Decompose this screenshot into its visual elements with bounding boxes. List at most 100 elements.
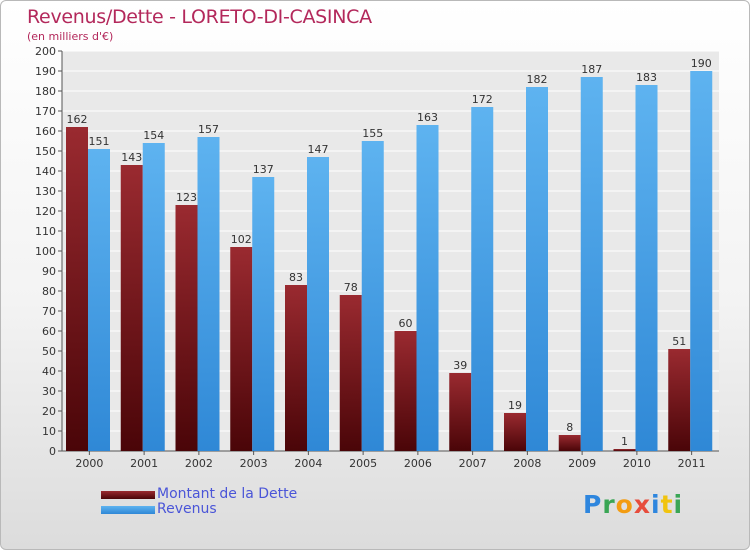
x-tick-label-2001: 2001 [130, 457, 158, 470]
y-tick-label: 150 [35, 145, 56, 158]
legend-label-revenus: Revenus [157, 501, 217, 517]
value-label-debt-2008: 19 [508, 399, 522, 412]
logo-letter: o [615, 490, 634, 519]
value-label-revenus-2001: 154 [143, 129, 164, 142]
bar-debt-2002 [175, 205, 198, 451]
bar-debt-2010 [613, 449, 636, 451]
y-tick-label: 30 [42, 385, 56, 398]
bar-debt-2008 [504, 413, 526, 451]
y-tick-label: 100 [35, 245, 56, 258]
y-tick-label: 10 [42, 425, 56, 438]
y-tick-label: 140 [35, 165, 56, 178]
value-label-debt-2009: 8 [566, 421, 573, 434]
logo-letter: x [633, 490, 651, 519]
x-tick-label-2007: 2007 [459, 457, 487, 470]
y-tick-label: 160 [35, 125, 56, 138]
bar-revenus-2011 [690, 71, 713, 451]
bar-revenus-2002 [197, 137, 220, 451]
chart-subtitle: (en milliers d'€) [27, 30, 114, 43]
logo-letter: i [651, 490, 661, 519]
value-label-debt-2003: 102 [231, 233, 252, 246]
y-tick-label: 0 [49, 445, 56, 458]
bar-revenus-2000 [88, 149, 110, 451]
x-tick-label-2010: 2010 [623, 457, 651, 470]
x-tick-label-2000: 2000 [75, 457, 103, 470]
value-label-revenus-2010: 183 [636, 71, 657, 84]
x-tick-label-2009: 2009 [568, 457, 596, 470]
value-label-revenus-2004: 147 [308, 143, 329, 156]
y-tick-label: 120 [35, 205, 56, 218]
bar-debt-2003 [230, 247, 253, 451]
bar-revenus-2007 [471, 107, 494, 451]
proxiti-logo: Proxiti [583, 490, 683, 519]
bar-revenus-2005 [361, 141, 384, 451]
value-label-debt-2011: 51 [672, 335, 686, 348]
y-tick-label: 190 [35, 65, 56, 78]
bar-debt-2001 [120, 165, 143, 451]
bar-revenus-2010 [635, 85, 658, 451]
y-tick-label: 130 [35, 185, 56, 198]
legend-item-debt: Montant de la Dette [101, 487, 297, 502]
bar-debt-2005 [339, 295, 362, 451]
value-label-revenus-2003: 137 [253, 163, 274, 176]
y-tick-label: 60 [42, 325, 56, 338]
value-label-debt-2001: 143 [121, 151, 142, 164]
bar-debt-2006 [394, 331, 417, 451]
chart-title: Revenus/Dette - LORETO-DI-CASINCA [27, 6, 372, 28]
x-tick-label-2006: 2006 [404, 457, 432, 470]
value-label-revenus-2000: 151 [89, 135, 110, 148]
value-label-debt-2006: 60 [399, 317, 413, 330]
y-tick-label: 20 [42, 405, 56, 418]
x-tick-label-2011: 2011 [678, 457, 706, 470]
bar-debt-2004 [285, 285, 307, 451]
legend-swatch-debt [101, 490, 155, 499]
logo-letter: i [673, 490, 684, 519]
logo-letter: P [583, 490, 603, 519]
y-tick-label: 170 [35, 105, 56, 118]
x-tick-label-2003: 2003 [240, 457, 268, 470]
value-label-debt-2004: 83 [289, 271, 303, 284]
legend-swatch-revenus [101, 505, 155, 514]
logo-letter: r [602, 490, 616, 519]
value-label-revenus-2009: 187 [581, 63, 602, 76]
value-label-revenus-2007: 172 [472, 93, 493, 106]
y-tick-label: 200 [35, 45, 56, 58]
legend-item-revenus: Revenus [101, 502, 297, 517]
y-tick-label: 70 [42, 305, 56, 318]
x-tick-label-2005: 2005 [349, 457, 377, 470]
value-label-debt-2010: 1 [621, 435, 628, 448]
value-label-revenus-2005: 155 [362, 127, 383, 140]
y-tick-label: 90 [42, 265, 56, 278]
legend-label-debt: Montant de la Dette [157, 486, 298, 502]
bar-debt-2000 [66, 127, 88, 451]
bar-revenus-2001 [142, 143, 165, 451]
y-tick-label: 40 [42, 365, 56, 378]
bar-revenus-2008 [526, 87, 548, 451]
value-label-revenus-2002: 157 [198, 123, 219, 136]
value-label-debt-2000: 162 [67, 113, 88, 126]
bar-debt-2007 [449, 373, 472, 451]
value-label-debt-2005: 78 [344, 281, 358, 294]
value-label-revenus-2011: 190 [691, 57, 712, 70]
bar-revenus-2003 [252, 177, 275, 451]
legend: Montant de la Dette Revenus [101, 487, 297, 517]
bar-revenus-2004 [307, 157, 329, 451]
y-tick-label: 180 [35, 85, 56, 98]
value-label-revenus-2006: 163 [417, 111, 438, 124]
y-tick-label: 110 [35, 225, 56, 238]
value-label-revenus-2008: 182 [527, 73, 548, 86]
y-tick-label: 50 [42, 345, 56, 358]
value-label-debt-2002: 123 [176, 191, 197, 204]
x-tick-label-2004: 2004 [294, 457, 322, 470]
logo-letter: t [660, 490, 674, 519]
x-tick-label-2002: 2002 [185, 457, 213, 470]
bar-debt-2011 [668, 349, 691, 451]
bar-revenus-2006 [416, 125, 439, 451]
value-label-debt-2007: 39 [453, 359, 467, 372]
x-tick-label-2008: 2008 [513, 457, 541, 470]
bar-revenus-2009 [580, 77, 603, 451]
bar-debt-2009 [558, 435, 581, 451]
y-tick-label: 80 [42, 285, 56, 298]
